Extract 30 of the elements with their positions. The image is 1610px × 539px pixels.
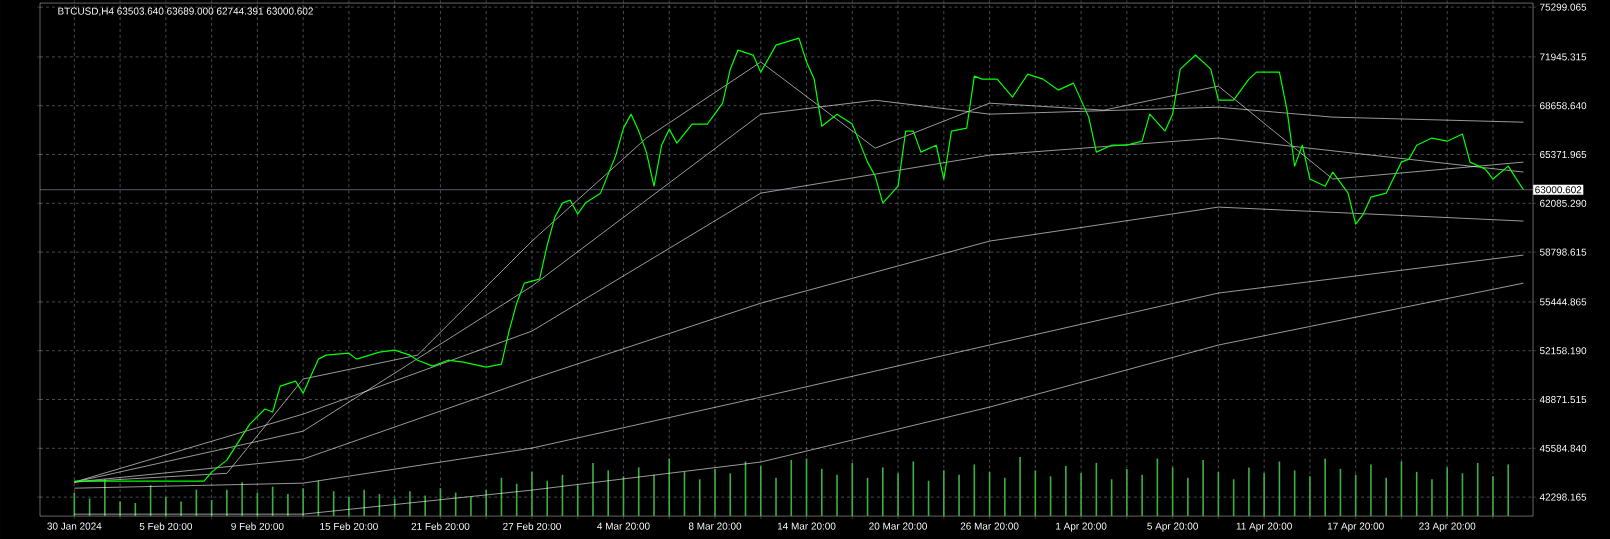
y-tick-label: 42298.165: [1539, 493, 1587, 501]
ref-line-label: 63000.602: [1535, 186, 1582, 194]
x-tick-label: 17 Apr 20:00: [1327, 522, 1384, 532]
y-tick-label: 62085.290: [1540, 199, 1587, 207]
x-tick-label: 14 Mar 20:00: [777, 522, 836, 530]
x-tick-label: 30 Jan 2024: [47, 522, 102, 530]
x-tick-label: 1 Apr 20:00: [1056, 522, 1107, 532]
y-tick-label: 68658.640: [1540, 102, 1587, 110]
y-tick-label: 55444.865: [1539, 298, 1587, 306]
line-series: [74, 254, 1524, 489]
x-tick-label: 23 Apr 20:00: [1419, 522, 1476, 532]
y-tick-label: 71945.315: [1540, 53, 1587, 61]
y-tick-label: 45584.840: [1539, 444, 1587, 452]
chart-title: BTCUSD,H4 63503.640 63689.000 62744.391 63000.602: [58, 7, 313, 16]
y-tick-label: 58798.615: [1539, 248, 1587, 256]
x-tick-label: 27 Feb 20:00: [503, 522, 561, 530]
x-tick-label: 8 Mar 20:00: [688, 522, 742, 530]
x-tick-label: 21 Feb 20:00: [411, 522, 470, 530]
x-tick-label: 4 Mar 20:00: [597, 522, 650, 530]
x-tick-label: 5 Apr 20:00: [1147, 522, 1198, 532]
x-tick-label: 15 Feb 20:00: [320, 522, 378, 530]
y-tick-label: 52158.190: [1539, 347, 1587, 355]
x-tick-label: 26 Mar 20:00: [960, 522, 1019, 530]
x-tick-label: 11 Apr 20:00: [1236, 522, 1292, 532]
y-tick-label: 65371.965: [1540, 150, 1587, 158]
x-tick-label: 9 Feb 20:00: [231, 522, 284, 530]
x-tick-label: 20 Mar 20:00: [869, 522, 928, 530]
y-tick-label: 48871.515: [1539, 395, 1587, 403]
y-tick-label: 75299.065: [1540, 3, 1587, 11]
x-tick-label: 5 Feb 20:00: [139, 522, 193, 530]
